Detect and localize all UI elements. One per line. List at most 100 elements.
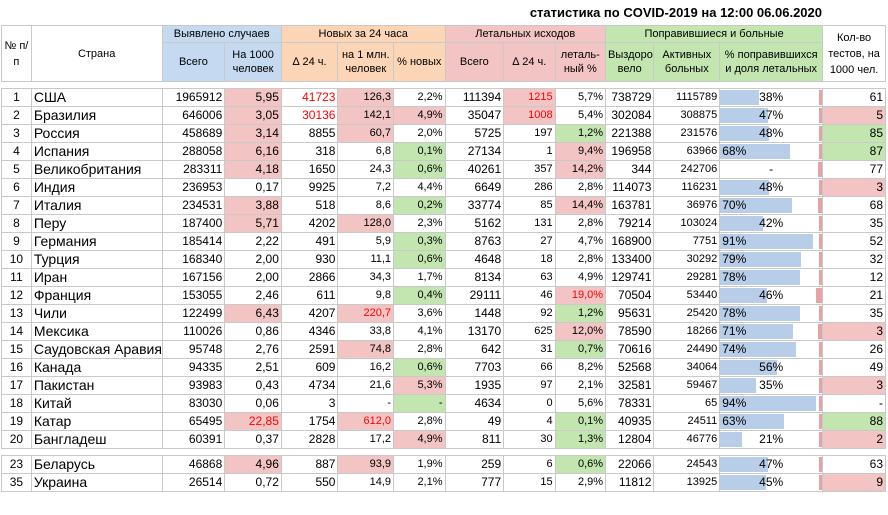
recovery-bar: [720, 378, 756, 393]
table-row: 18 Китай 83030 0,06 3- -4634 0 5,6% 78331 65 94% -: [1, 394, 886, 413]
country-name: Бангладеш: [30, 430, 163, 449]
table-row: 8 Перу 187400 5,71 4202 128,0 2,3% 5162 131 2,8% 7…: [1, 214, 886, 233]
recovery-bar-cell: 46%: [719, 286, 824, 305]
row-no: 3: [1, 124, 32, 143]
covid-stats-table: № п/п Страна Выявлено случаев Новых за 2…: [1, 25, 886, 492]
total-cases: 46868: [161, 455, 226, 474]
header-total: Всего: [161, 42, 226, 82]
tests-per-1000: 63: [822, 455, 886, 474]
lethal-pct: 2,8%: [554, 250, 607, 269]
recovery-pct: 48%: [759, 180, 784, 194]
recovered: 129741: [605, 268, 655, 287]
lethal-share-bar: [817, 162, 822, 177]
total-cases: 234531: [161, 196, 226, 215]
new-pct: 0,3%: [393, 232, 446, 251]
tests-per-1000: 85: [822, 124, 886, 143]
header-per1000: На 1000 человек: [224, 42, 282, 82]
lethal-pct: 0,1%: [554, 412, 607, 431]
tests-per-1000: 9: [822, 473, 886, 492]
new-pct: 2,2%: [393, 88, 446, 107]
table-row: 19 Катар 65495 22,85 1754 612,0 2,8% 49 4 0,1% 409…: [1, 412, 886, 431]
new-per-1m: 33,8: [337, 322, 395, 341]
recovery-bar: [720, 432, 742, 447]
new-24h: 550: [280, 473, 339, 492]
total-cases: 83030: [161, 394, 226, 413]
new-per-1m: 7,2: [337, 178, 395, 197]
lethal-share-bar: [817, 198, 822, 213]
deaths-total: 5162: [444, 214, 505, 233]
deaths-24h: 286: [503, 178, 556, 197]
tests-per-1000: 87: [822, 142, 886, 161]
tests-per-1000: 26: [822, 340, 886, 359]
lethal-pct: 1,3%: [554, 430, 607, 449]
active-cases: 59467: [653, 376, 721, 395]
total-cases: 95748: [161, 340, 226, 359]
lethal-share-bar: [819, 432, 822, 447]
active-cases: 24490: [653, 340, 721, 359]
new-24h: 30136: [280, 106, 339, 125]
lethal-pct: 8,2%: [554, 358, 607, 377]
active-cases: 1115789: [653, 88, 721, 107]
recovery-bar: [720, 108, 769, 123]
recovery-bar: [720, 216, 764, 231]
lethal-pct: 5,6%: [554, 394, 607, 413]
deaths-total: 4648: [444, 250, 505, 269]
recovered: 302084: [605, 106, 655, 125]
deaths-24h: 625: [503, 322, 556, 341]
recovery-bar-cell: 71%: [719, 322, 824, 341]
deaths-24h: 85: [503, 196, 556, 215]
new-24h: 491: [280, 232, 339, 251]
country-name: Канада: [30, 358, 163, 377]
tests-per-1000: 3: [822, 322, 886, 341]
country-name: Катар: [30, 412, 163, 431]
deaths-total: 111394: [444, 88, 505, 107]
new-24h: 2828: [280, 430, 339, 449]
recovery-bar: [720, 126, 770, 141]
active-cases: 46776: [653, 430, 721, 449]
lethal-pct: 14,2%: [554, 160, 607, 179]
recovery-bar-cell: 38%: [719, 88, 824, 107]
table-row: 13 Чили 122499 6,43 4207 220,7 3,6% 1448 92 1,2% 9…: [1, 304, 886, 323]
lethal-share-bar: [819, 216, 822, 231]
active-cases: 24511: [653, 412, 721, 431]
tests-per-1000: 5: [822, 106, 886, 125]
row-no: 2: [1, 106, 32, 125]
cases-per-1000: 6,16: [224, 142, 282, 161]
total-cases: 26514: [161, 473, 226, 492]
new-24h: 318: [280, 142, 339, 161]
recovery-bar-cell: 79%: [719, 250, 824, 269]
country-name: Турция: [30, 250, 163, 269]
new-per-1m: 16,2: [337, 358, 395, 377]
recovery-bar-cell: 56%: [719, 358, 824, 377]
tests-per-1000: 3: [822, 178, 886, 197]
spacer-row: [1, 448, 886, 456]
recovered: 70504: [605, 286, 655, 305]
table-row: 16 Канада 94335 2,51 609 16,2 0,6% 7703 66 8,2% 52…: [1, 358, 886, 377]
deaths-24h: 6: [503, 455, 556, 474]
deaths-24h: 31: [503, 340, 556, 359]
recovery-bar: [720, 90, 759, 105]
row-no: 23: [1, 455, 32, 474]
new-24h: 887: [280, 455, 339, 474]
new-24h: 4207: [280, 304, 339, 323]
table-row: 12 Франция 153055 2,46 611 9,8 0,4% 29111 46 19,0…: [1, 286, 886, 305]
cases-per-1000: 0,86: [224, 322, 282, 341]
total-cases: 187400: [161, 214, 226, 233]
lethal-pct: 0,7%: [554, 340, 607, 359]
cases-per-1000: 3,05: [224, 106, 282, 125]
deaths-total: 40261: [444, 160, 505, 179]
lethal-share-bar: [819, 457, 822, 472]
row-no: 16: [1, 358, 32, 377]
new-pct: 2,3%: [393, 214, 446, 233]
recovered: 22066: [605, 455, 655, 474]
deaths-total: 6649: [444, 178, 505, 197]
deaths-24h: 4: [503, 412, 556, 431]
lethal-share-bar: [819, 252, 822, 267]
lethal-share-bar: [819, 144, 822, 159]
lethal-pct: 2,8%: [554, 214, 607, 233]
lethal-share-bar: [819, 108, 822, 123]
lethal-pct: 5,7%: [554, 88, 607, 107]
total-cases: 288058: [161, 142, 226, 161]
new-per-1m: 128,0: [337, 214, 395, 233]
total-cases: 122499: [161, 304, 226, 323]
